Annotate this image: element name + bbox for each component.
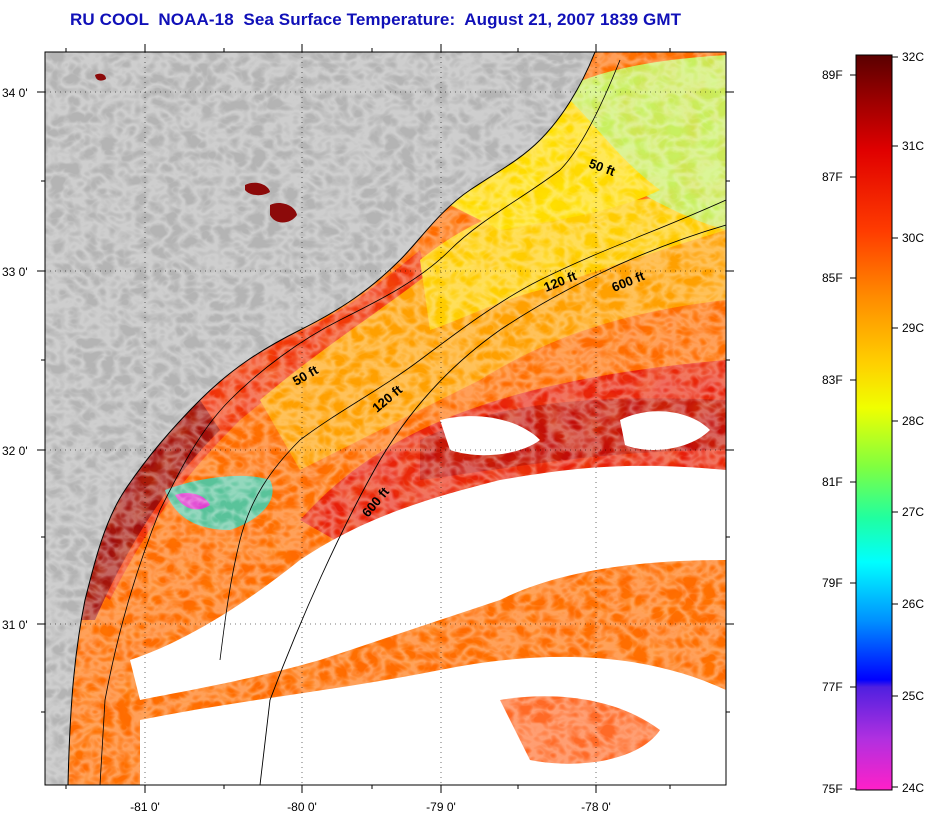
- colorbar-label-32c: 32C: [902, 50, 924, 64]
- colorbar-label-79f: 79F: [822, 576, 843, 590]
- contour-120ft: [219, 199, 726, 661]
- map-title: RU COOL NOAA-18 Sea Surface Temperature:…: [70, 10, 682, 29]
- colorbar-label-31c: 31C: [902, 139, 924, 153]
- colorbar-label-29c: 29C: [902, 321, 924, 335]
- colorbar-label-85f: 85F: [822, 271, 843, 285]
- map-frame: [44, 51, 727, 786]
- colorbar-label-24c: 24C: [902, 781, 924, 795]
- lon-label-80: -80 0': [287, 800, 317, 814]
- inland-lake-2: [245, 182, 270, 196]
- colorbar-label-83f: 83F: [822, 373, 843, 387]
- cloud-texture: [45, 52, 726, 785]
- colorbar-label-28c: 28C: [902, 414, 924, 428]
- colorbar-label-77f: 77F: [822, 680, 843, 694]
- coastline: [67, 52, 596, 785]
- colorbar-label-81f: 81F: [822, 475, 843, 489]
- inland-lake-1: [270, 203, 297, 223]
- lat-label-34: 34 0': [2, 86, 28, 100]
- gridlines: [45, 52, 726, 785]
- colorbar: 32C 31C 30C 29C 28C 27C 26C 25C 24C 89F …: [822, 50, 924, 796]
- contour-50ft: [99, 59, 621, 785]
- colorbar-label-27c: 27C: [902, 505, 924, 519]
- colorbar-label-75f: 75F: [822, 782, 843, 796]
- lon-label-78: -78 0': [581, 800, 611, 814]
- inland-lake-3: [95, 73, 106, 81]
- sst-image: 50 ft 120 ft 600 ft 50 ft 120 ft 600 ft: [45, 52, 726, 785]
- lon-label-79: -79 0': [426, 800, 456, 814]
- colorbar-label-26c: 26C: [902, 597, 924, 611]
- axis-ticks: [37, 44, 734, 793]
- colorbar-label-25c: 25C: [902, 689, 924, 703]
- colorbar-gradient: [855, 54, 893, 791]
- lat-label-32: 32 0': [2, 444, 28, 458]
- lat-label-31: 31 0': [2, 618, 28, 632]
- contour-600ft: [259, 224, 726, 785]
- lon-label-81: -81 0': [130, 800, 160, 814]
- colorbar-label-87f: 87F: [822, 170, 843, 184]
- lat-label-33: 33 0': [2, 265, 28, 279]
- colorbar-label-30c: 30C: [902, 231, 924, 245]
- colorbar-label-89f: 89F: [822, 68, 843, 82]
- colorbar-ticks: [850, 56, 898, 790]
